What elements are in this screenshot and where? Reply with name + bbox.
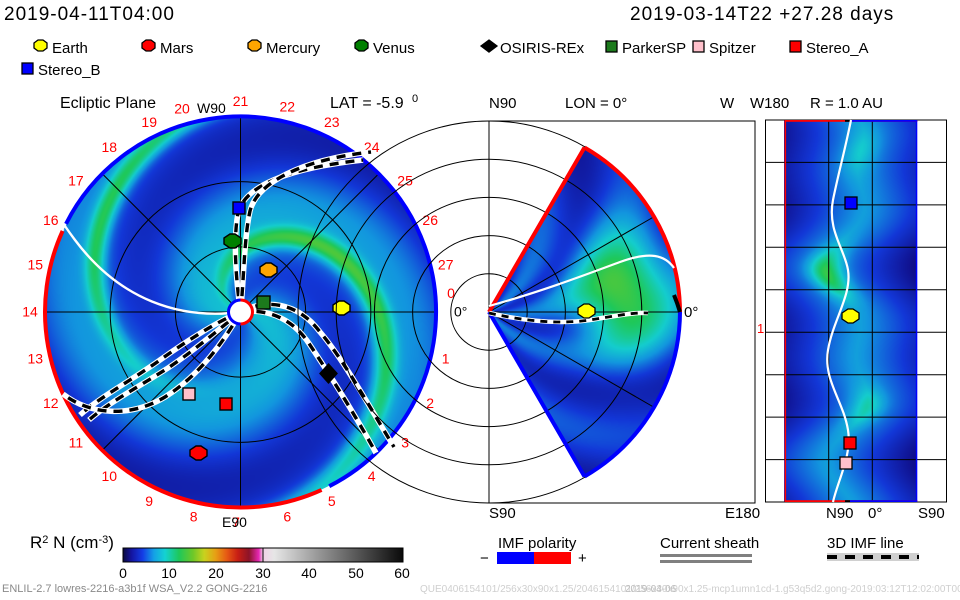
svg-text:0: 0	[447, 285, 455, 301]
svg-text:0°: 0°	[868, 505, 882, 522]
svg-text:W: W	[720, 95, 735, 112]
svg-text:3: 3	[401, 435, 409, 451]
svg-text:5: 5	[328, 493, 336, 509]
svg-text:1: 1	[442, 350, 450, 366]
svg-text:22: 22	[280, 98, 296, 114]
svg-text:21: 21	[233, 93, 249, 109]
svg-text:ENLIL-2.7 lowres-2216-a3b1f WS: ENLIL-2.7 lowres-2216-a3b1f WSA_V2.2 GON…	[2, 583, 267, 595]
svg-text:Ecliptic Plane: Ecliptic Plane	[60, 95, 156, 112]
svg-text:0: 0	[412, 93, 418, 105]
svg-text:60: 60	[394, 565, 410, 581]
svg-text:23: 23	[324, 114, 340, 130]
svg-text:13: 13	[28, 350, 44, 366]
svg-text:40: 40	[301, 565, 317, 581]
svg-text:R2 N (cm-3): R2 N (cm-3)	[30, 533, 114, 552]
svg-text:15: 15	[28, 257, 44, 273]
svg-text:27: 27	[438, 257, 454, 273]
svg-text:50: 50	[348, 565, 364, 581]
svg-text:+: +	[578, 550, 587, 567]
svg-text:E90: E90	[222, 514, 247, 530]
svg-text:W180: W180	[750, 95, 789, 112]
svg-text:N90: N90	[826, 505, 854, 522]
svg-text:R = 1.0 AU: R = 1.0 AU	[810, 95, 883, 112]
svg-text:E180: E180	[725, 505, 760, 522]
svg-text:8: 8	[190, 509, 198, 525]
svg-text:20: 20	[174, 100, 190, 116]
svg-text:S90: S90	[489, 505, 516, 522]
svg-text:17: 17	[68, 172, 84, 188]
svg-text:W90: W90	[197, 100, 226, 116]
svg-text:26: 26	[422, 212, 438, 228]
svg-text:1: 1	[757, 321, 764, 336]
svg-text:30: 30	[255, 565, 271, 581]
svg-text:Current sheath: Current sheath	[660, 535, 759, 552]
svg-text:LAT = -5.9: LAT = -5.9	[330, 95, 404, 112]
svg-text:10: 10	[102, 468, 118, 484]
svg-text:14: 14	[22, 304, 38, 320]
svg-text:0°: 0°	[454, 304, 467, 320]
svg-text:6: 6	[283, 509, 291, 525]
svg-text:IMF polarity: IMF polarity	[498, 535, 577, 552]
svg-text:3D IMF line: 3D IMF line	[827, 535, 904, 552]
svg-text:QUE0406154101/256x30x90x1.25/2: QUE0406154101/256x30x90x1.25/2046154101/…	[420, 584, 960, 595]
svg-text:S90: S90	[918, 505, 945, 522]
svg-text:11: 11	[69, 435, 84, 451]
svg-text:0°: 0°	[684, 304, 698, 321]
svg-text:−: −	[480, 550, 489, 567]
svg-text:2019-04-06: 2019-04-06	[625, 584, 677, 595]
svg-text:4: 4	[368, 468, 376, 484]
svg-text:12: 12	[43, 395, 59, 411]
svg-text:20: 20	[208, 565, 224, 581]
svg-text:N90: N90	[489, 95, 517, 112]
svg-text:18: 18	[102, 139, 118, 155]
svg-text:0: 0	[119, 565, 127, 581]
svg-text:10: 10	[161, 565, 177, 581]
svg-text:LON = 0°: LON = 0°	[565, 95, 627, 112]
svg-text:19: 19	[141, 114, 157, 130]
svg-text:9: 9	[145, 493, 153, 509]
